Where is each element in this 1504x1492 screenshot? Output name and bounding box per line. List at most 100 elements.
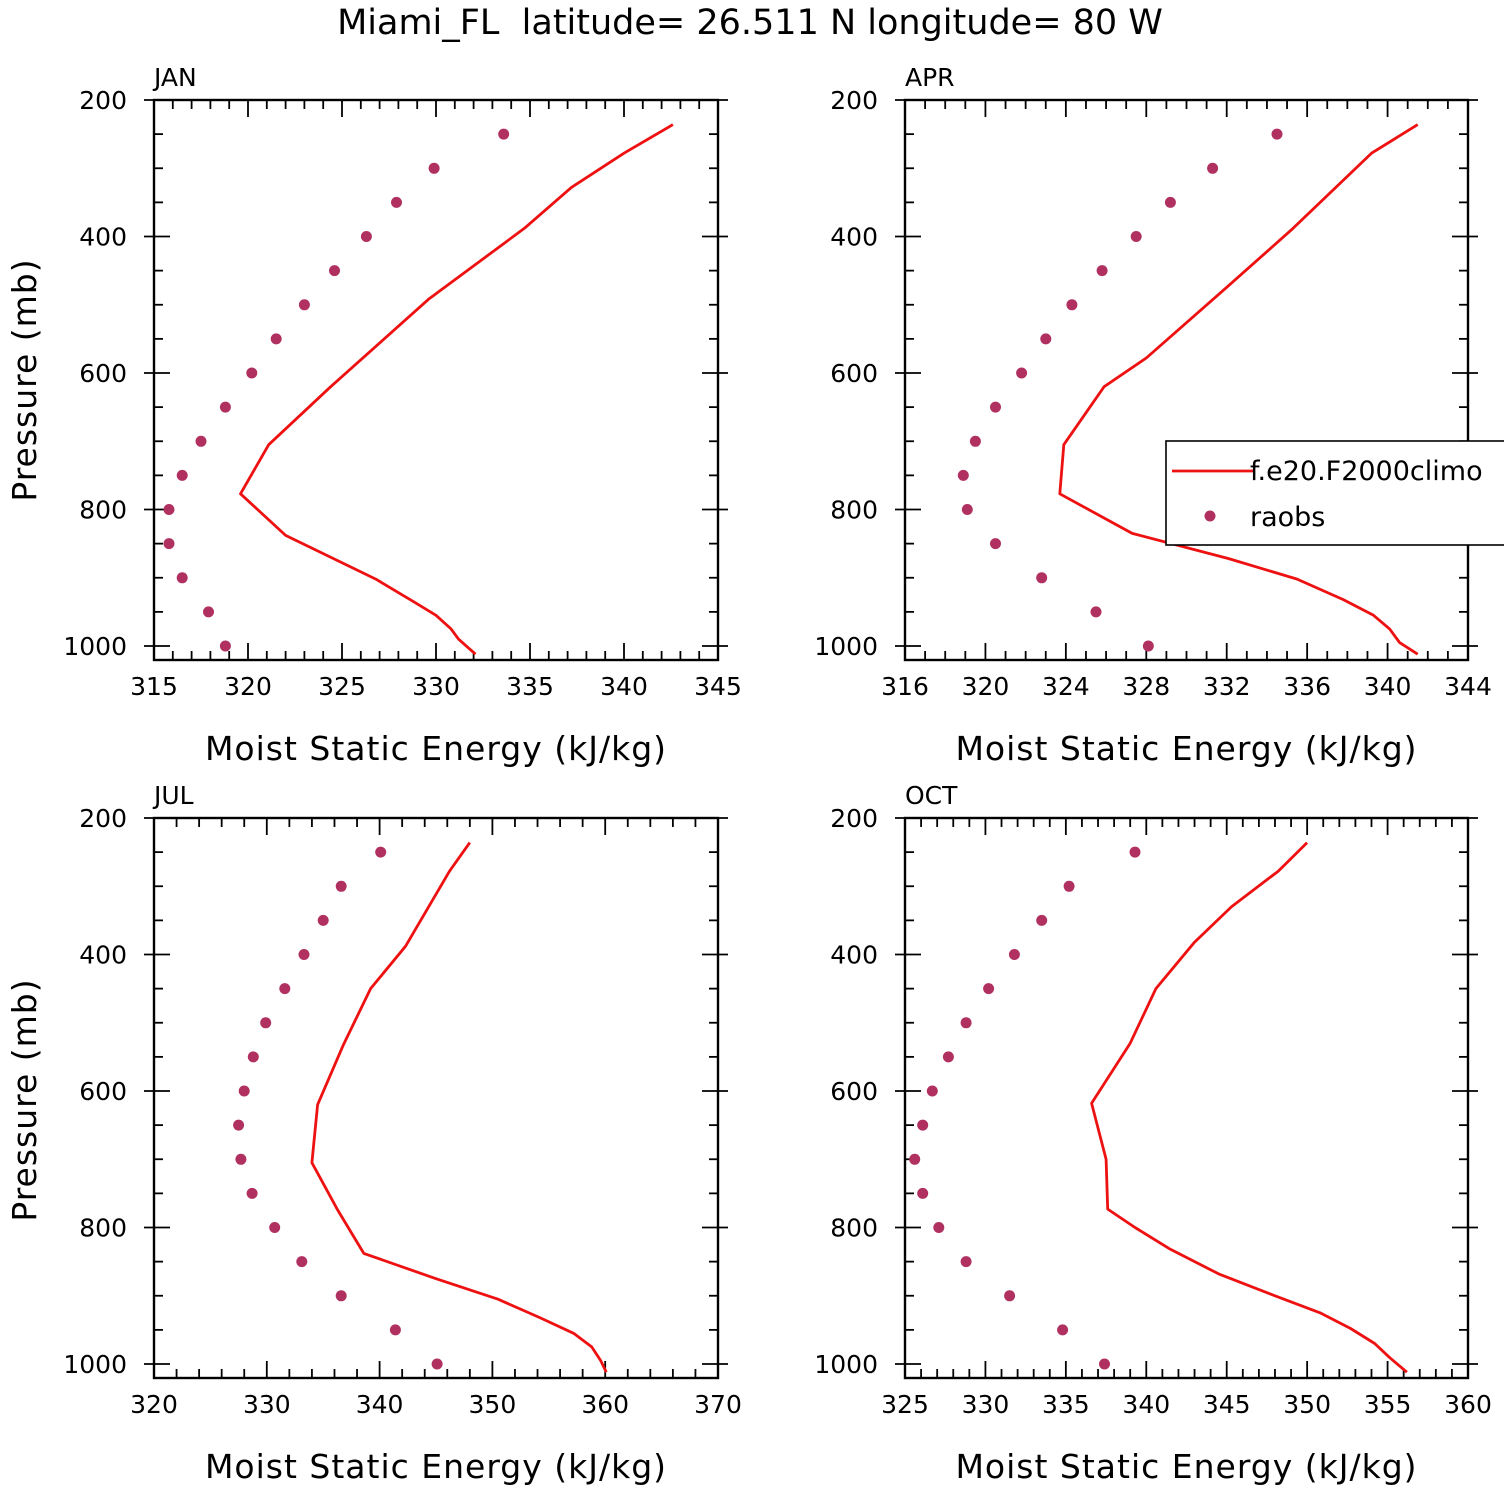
raobs-point — [176, 469, 188, 481]
raobs-point — [246, 1187, 258, 1199]
raobs-points — [233, 846, 443, 1370]
raobs-point — [1040, 333, 1052, 345]
x-tick-label: 335 — [1042, 1390, 1090, 1419]
raobs-point — [917, 1119, 929, 1131]
raobs-point — [296, 1256, 308, 1268]
raobs-point — [960, 1017, 972, 1029]
legend: f.e20.F2000climo raobs — [1165, 440, 1504, 546]
y-axis-label: Pressure (mb) — [5, 978, 44, 1221]
raobs-point — [990, 538, 1001, 550]
raobs-point — [969, 435, 981, 447]
raobs-points — [957, 128, 1283, 652]
raobs-point — [1036, 572, 1048, 584]
x-tick-label: 345 — [1203, 1390, 1251, 1419]
x-tick-label: 328 — [1122, 672, 1170, 701]
x-tick-label: 345 — [694, 672, 742, 701]
raobs-point — [498, 128, 510, 140]
x-axis-label: Moist Static Energy (kJ/kg) — [955, 1447, 1417, 1486]
model-profile-line — [1090, 841, 1408, 1374]
raobs-point — [247, 1051, 259, 1063]
raobs-point — [428, 162, 440, 174]
y-tick-label: 200 — [79, 804, 127, 833]
raobs-point — [195, 435, 207, 447]
y-tick-label: 800 — [79, 496, 127, 525]
model-profile-line — [239, 123, 674, 656]
y-tick-label: 1000 — [814, 632, 878, 661]
raobs-point — [909, 1153, 921, 1165]
y-ticks — [144, 817, 728, 1365]
raobs-point — [1063, 880, 1075, 892]
y-tick-label: 600 — [79, 1077, 127, 1106]
raobs-point — [375, 846, 387, 858]
y-tick-label: 200 — [79, 86, 127, 115]
x-tick-label: 340 — [600, 672, 648, 701]
raobs-point — [163, 504, 175, 515]
raobs-point — [1090, 606, 1102, 618]
panel-label: JAN — [152, 63, 197, 92]
raobs-point — [961, 504, 973, 515]
raobs-point — [1096, 265, 1108, 277]
x-ticks — [153, 100, 719, 660]
x-tick-label: 315 — [130, 672, 178, 701]
panel-jul: 320 330 340 350 360 370 200 400 600 800 1000 JUL Moi… — [5, 781, 742, 1486]
x-tick-label: 330 — [412, 672, 460, 701]
raobs-point — [933, 1222, 945, 1233]
y-tick-label: 400 — [830, 941, 878, 970]
panels: 315 320 325 330 335 340 345 200 400 600 800 1000 JAN… — [5, 63, 1504, 1486]
panel-label: OCT — [905, 781, 958, 810]
y-ticks — [895, 817, 1478, 1365]
x-tick-label: 330 — [243, 1390, 291, 1419]
raobs-point — [1164, 196, 1176, 208]
raobs-point — [957, 469, 969, 481]
raobs-point — [1016, 367, 1028, 379]
x-tick-label: 360 — [1444, 1390, 1492, 1419]
raobs-point — [298, 299, 310, 311]
panel-label: JUL — [152, 781, 194, 810]
raobs-point — [983, 983, 995, 995]
x-tick-label: 332 — [1203, 672, 1251, 701]
raobs-point — [1142, 640, 1154, 652]
raobs-point — [298, 949, 310, 960]
raobs-point — [260, 1017, 272, 1029]
raobs-point — [219, 640, 231, 652]
raobs-points — [909, 846, 1141, 1370]
raobs-point — [1099, 1358, 1110, 1370]
raobs-point — [942, 1051, 954, 1063]
panel-label: APR — [905, 63, 955, 92]
x-ticks — [153, 818, 719, 1378]
panel-apr: 316 320 324 328 332 336 340 344 200 400 600 800 1000… — [814, 63, 1504, 768]
y-tick-label: 800 — [79, 1214, 127, 1243]
legend-model-label: f.e20.F2000climo — [1250, 456, 1483, 487]
y-tick-label: 600 — [830, 1077, 878, 1106]
raobs-point — [329, 265, 340, 277]
x-tick-label: 320 — [130, 1390, 178, 1419]
raobs-point — [391, 196, 402, 208]
raobs-point — [926, 1085, 938, 1097]
raobs-point — [1271, 128, 1283, 140]
raobs-point — [238, 1085, 250, 1097]
raobs-point — [279, 983, 291, 995]
x-tick-label: 335 — [506, 672, 554, 701]
legend-dot-marker — [1204, 510, 1216, 522]
raobs-point — [219, 401, 231, 413]
y-tick-label: 200 — [830, 804, 878, 833]
plot-frame — [903, 816, 1470, 1380]
legend-obs-label: raobs — [1250, 502, 1325, 533]
y-tick-label: 800 — [830, 1214, 878, 1243]
raobs-point — [163, 538, 175, 550]
x-axis-label: Moist Static Energy (kJ/kg) — [955, 729, 1417, 768]
y-ticks — [144, 99, 728, 647]
y-tick-label: 1000 — [63, 1350, 127, 1379]
x-ticks — [904, 100, 1469, 660]
raobs-point — [1036, 914, 1048, 926]
raobs-point — [990, 401, 1001, 413]
legend-box — [1165, 440, 1504, 546]
raobs-point — [203, 606, 214, 618]
y-tick-label: 400 — [79, 223, 127, 252]
raobs-point — [1057, 1324, 1069, 1336]
raobs-point — [246, 367, 258, 379]
y-tick-label: 200 — [830, 86, 878, 115]
model-profile-line — [1058, 123, 1419, 656]
x-tick-label: 320 — [224, 672, 272, 701]
figure-title: Miami_FL latitude= 26.511 N longitude= 8… — [337, 3, 1163, 43]
